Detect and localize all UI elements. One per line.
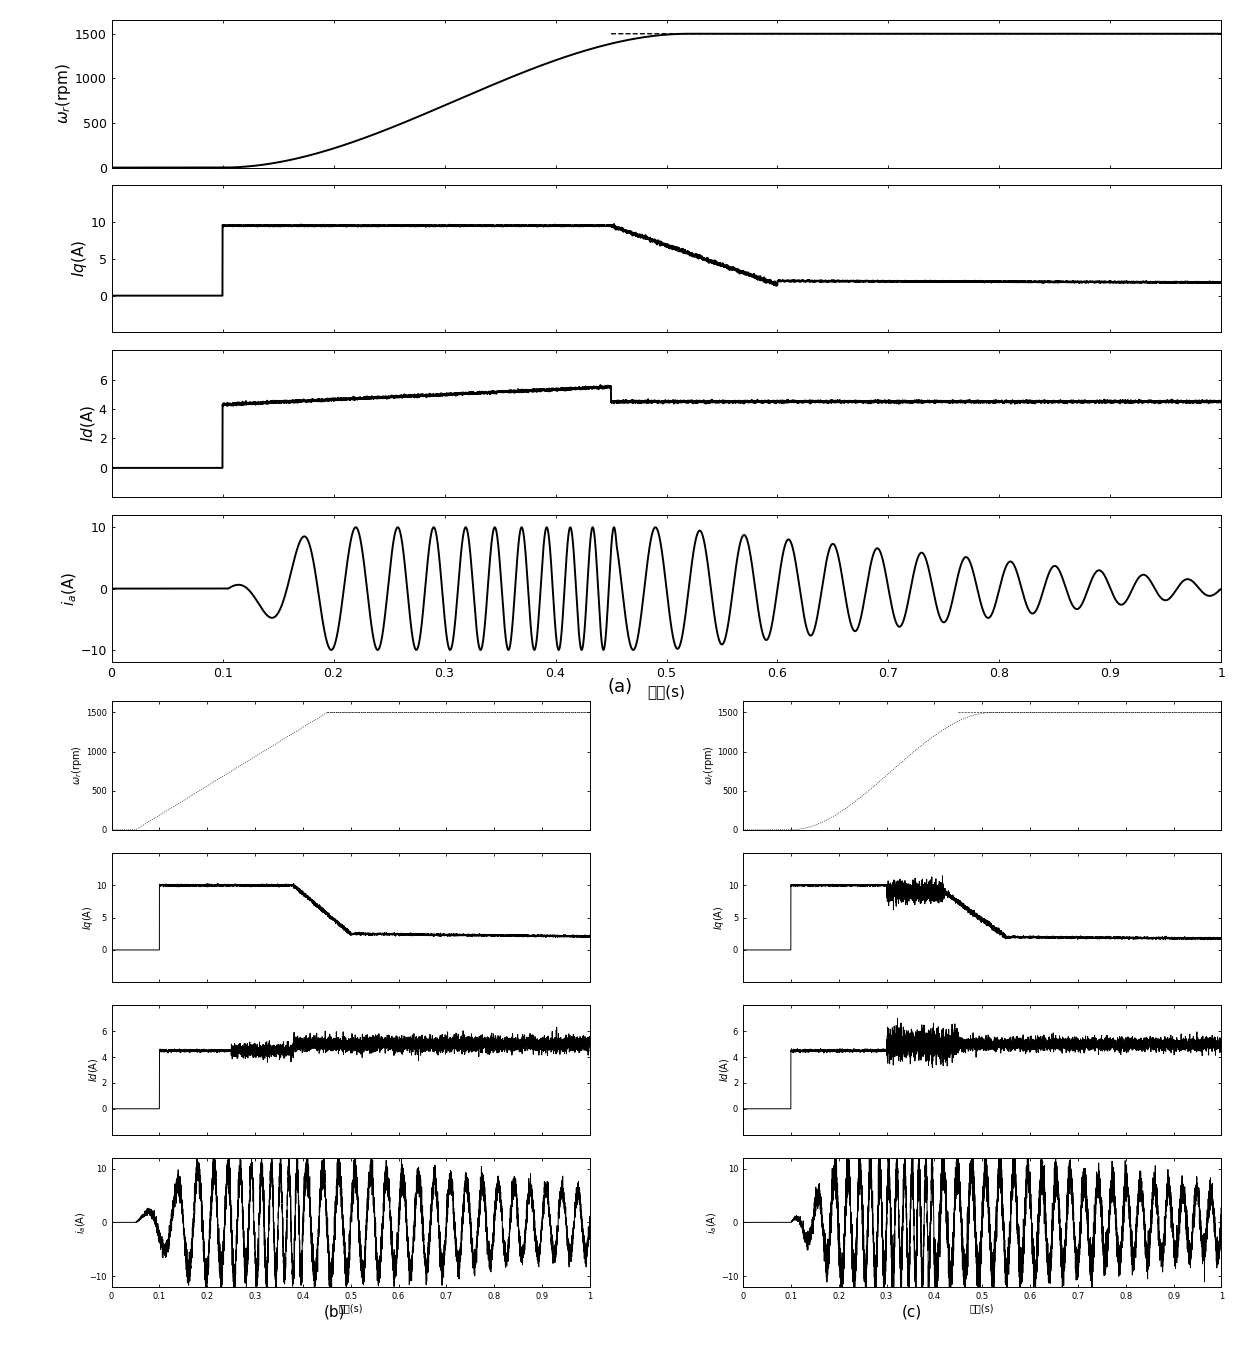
Y-axis label: $\omega_r$(rpm): $\omega_r$(rpm) [71,745,84,786]
Y-axis label: $i_a$(A): $i_a$(A) [706,1210,719,1234]
Y-axis label: $Id$(A): $Id$(A) [87,1058,100,1083]
X-axis label: 时间(s): 时间(s) [647,684,686,699]
Y-axis label: $Id$(A): $Id$(A) [718,1058,732,1083]
Y-axis label: $\omega_r$(rpm): $\omega_r$(rpm) [55,64,73,125]
X-axis label: 时间(s): 时间(s) [970,1304,994,1314]
Text: (b): (b) [324,1304,346,1320]
Y-axis label: $Iq$(A): $Iq$(A) [712,905,727,930]
Text: (c): (c) [901,1304,921,1320]
Y-axis label: $Iq$(A): $Iq$(A) [81,905,94,930]
X-axis label: 时间(s): 时间(s) [339,1304,363,1314]
Y-axis label: $i_a$(A): $i_a$(A) [74,1210,88,1234]
Y-axis label: $Iq$(A): $Iq$(A) [71,240,89,277]
Y-axis label: $Id$(A): $Id$(A) [79,406,98,442]
Y-axis label: $i_a$(A): $i_a$(A) [61,571,79,605]
Text: (a): (a) [608,677,632,696]
Y-axis label: $\omega_r$(rpm): $\omega_r$(rpm) [702,745,715,786]
